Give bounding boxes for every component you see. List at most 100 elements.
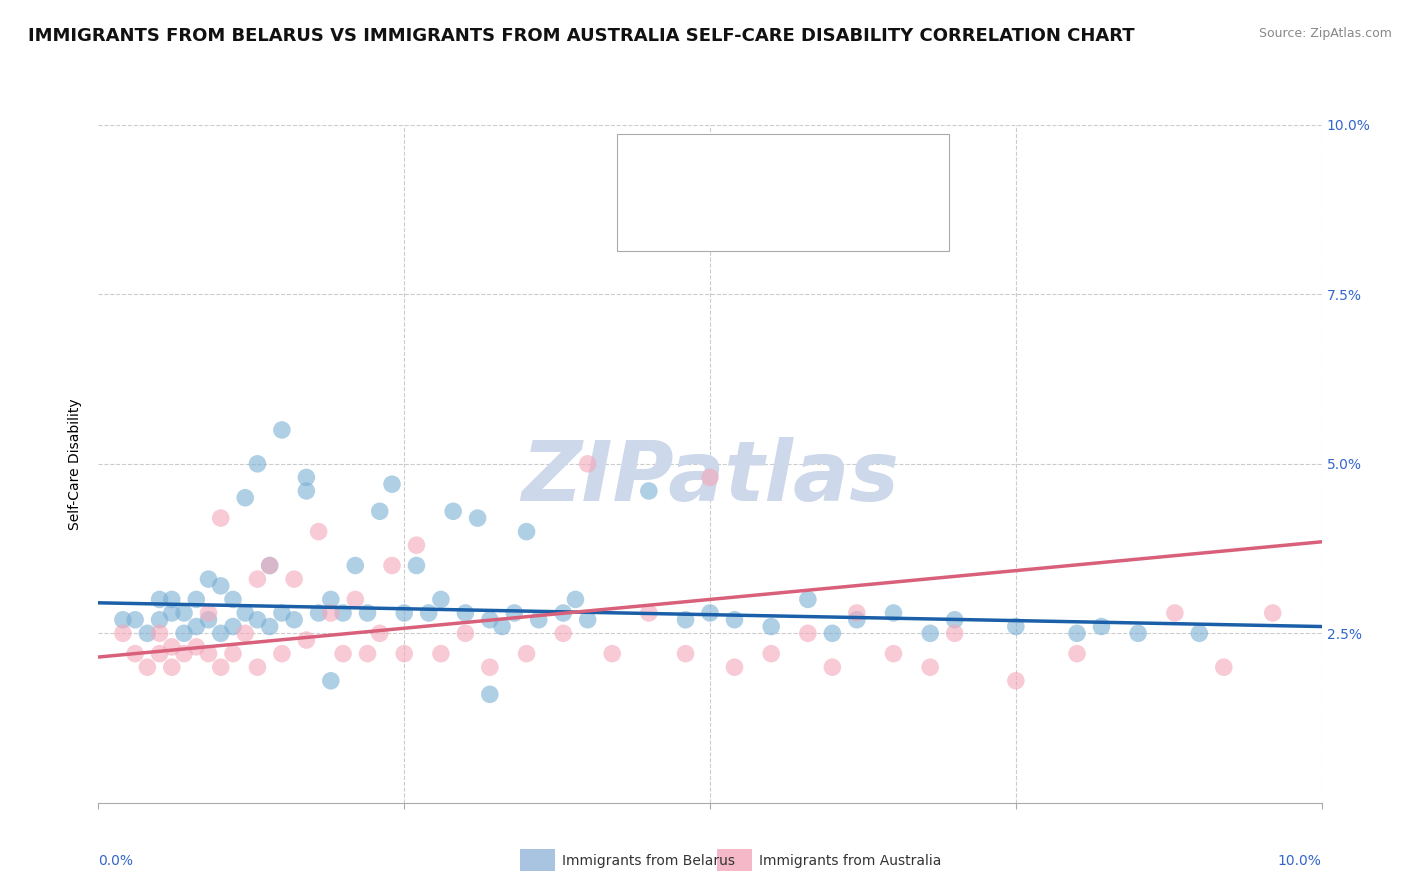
Point: [821, 660, 844, 674]
Point: [160, 660, 183, 674]
Text: Source: ZipAtlas.com: Source: ZipAtlas.com: [1258, 27, 1392, 40]
Text: -0.085: -0.085: [720, 174, 785, 192]
Point: [1004, 619, 1026, 633]
Point: [797, 592, 820, 607]
Point: [405, 538, 427, 552]
Point: [270, 647, 292, 661]
Point: [259, 558, 281, 573]
Point: [527, 613, 550, 627]
Point: [173, 606, 195, 620]
Point: [344, 592, 367, 607]
Point: [637, 606, 661, 620]
Point: [124, 647, 146, 661]
Point: [111, 626, 134, 640]
Point: [197, 606, 219, 620]
Point: [368, 504, 391, 518]
Point: [233, 606, 256, 620]
Point: [283, 572, 305, 586]
Point: [332, 606, 354, 620]
Point: [246, 457, 269, 471]
Point: [478, 687, 501, 701]
Point: [186, 592, 208, 607]
Point: [209, 660, 232, 674]
Point: [160, 640, 183, 654]
Point: [295, 483, 318, 498]
Point: [283, 613, 305, 627]
Point: [1212, 660, 1234, 674]
Point: [332, 647, 354, 661]
Point: [186, 619, 208, 633]
Point: [675, 613, 697, 627]
Point: [124, 613, 146, 627]
Point: [259, 619, 281, 633]
Point: [478, 613, 501, 627]
Point: [920, 660, 942, 674]
Point: [576, 457, 599, 471]
Point: [270, 606, 292, 620]
Point: [209, 626, 232, 640]
Text: Immigrants from Belarus: Immigrants from Belarus: [562, 854, 735, 868]
Point: [675, 647, 697, 661]
Point: [295, 633, 318, 648]
Point: [270, 423, 292, 437]
Point: [637, 483, 661, 498]
Point: [1164, 606, 1187, 620]
Point: [1004, 673, 1026, 688]
Point: [368, 626, 391, 640]
Point: [136, 626, 159, 640]
Point: [1128, 626, 1150, 640]
Text: IMMIGRANTS FROM BELARUS VS IMMIGRANTS FROM AUSTRALIA SELF-CARE DISABILITY CORREL: IMMIGRANTS FROM BELARUS VS IMMIGRANTS FR…: [28, 27, 1135, 45]
Text: ZIPatlas: ZIPatlas: [522, 437, 898, 518]
Point: [576, 613, 599, 627]
Point: [845, 613, 868, 627]
Point: [1066, 647, 1088, 661]
Text: N =: N =: [790, 174, 831, 192]
Point: [209, 579, 232, 593]
Point: [797, 626, 820, 640]
Point: [381, 558, 404, 573]
Point: [149, 592, 172, 607]
Point: [246, 660, 269, 674]
Point: [1261, 606, 1284, 620]
Point: [454, 606, 477, 620]
Text: 68: 68: [825, 174, 851, 192]
Point: [149, 613, 172, 627]
Point: [478, 660, 501, 674]
Point: [197, 647, 219, 661]
Point: [1066, 626, 1088, 640]
Point: [246, 572, 269, 586]
Point: [516, 647, 538, 661]
Point: [1090, 619, 1112, 633]
Point: [392, 647, 416, 661]
Point: [467, 511, 489, 525]
Point: [405, 558, 427, 573]
Point: [883, 647, 905, 661]
Point: [356, 606, 378, 620]
Point: [149, 626, 172, 640]
Point: [454, 626, 477, 640]
Point: [233, 626, 256, 640]
Point: [943, 613, 966, 627]
Point: [222, 619, 245, 633]
Point: [503, 606, 526, 620]
Point: [418, 606, 440, 620]
Point: [392, 606, 416, 620]
Point: [160, 592, 183, 607]
Point: [699, 606, 721, 620]
Point: [319, 592, 342, 607]
Point: [197, 613, 219, 627]
Point: [173, 626, 195, 640]
Point: [319, 606, 342, 620]
Text: 0.0%: 0.0%: [98, 854, 134, 868]
Point: [209, 511, 232, 525]
Text: N =: N =: [790, 223, 831, 241]
Text: R =: R =: [685, 223, 724, 241]
Point: [516, 524, 538, 539]
Point: [759, 619, 782, 633]
Point: [1188, 626, 1211, 640]
Point: [149, 647, 172, 661]
Point: [186, 640, 208, 654]
Point: [699, 470, 721, 484]
Text: R =: R =: [685, 174, 724, 192]
Point: [430, 592, 453, 607]
